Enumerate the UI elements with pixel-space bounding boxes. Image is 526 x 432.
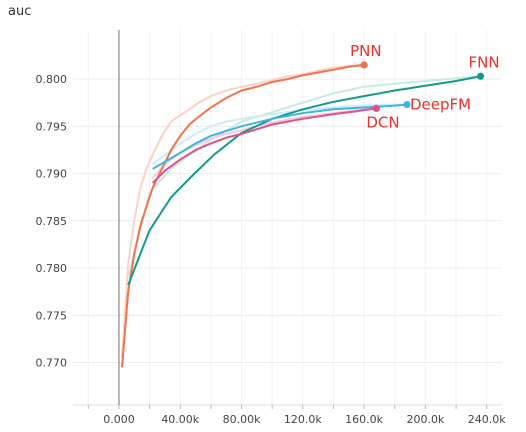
y-tick-label: 0.790 [36, 168, 68, 181]
series-line-deepfm [152, 103, 408, 170]
x-tick-label: 80.00k [223, 413, 261, 426]
series-label-fnn: FNN [469, 53, 500, 71]
series-line-dcn [151, 107, 377, 184]
y-axis-title: auc [8, 4, 32, 19]
x-tick-label: 160.0k [345, 413, 383, 426]
x-tick-label: 200.0k [406, 413, 444, 426]
y-tick-label: 0.780 [36, 262, 68, 275]
series-end-marker-dcn [372, 104, 380, 113]
y-tick-label: 0.785 [36, 215, 68, 228]
y-tick-label: 0.770 [36, 356, 68, 369]
series-label-deepfm: DeepFM [410, 96, 471, 114]
series-raw-line-deepfm [152, 103, 407, 165]
series-raw-line-fnn [127, 75, 481, 278]
x-tick-label: 240.0k [468, 413, 506, 426]
series-end-marker-fnn [476, 72, 485, 80]
series-raw-line-dcn [151, 107, 377, 179]
series-line-pnn [121, 63, 365, 368]
series-end-marker-pnn [360, 61, 368, 69]
x-tick-label: 120.0k [284, 413, 322, 426]
x-tick-label: 0.000 [103, 413, 135, 426]
y-tick-label: 0.775 [36, 309, 68, 322]
series-line-fnn [127, 75, 481, 286]
series-label-dcn: DCN [366, 113, 399, 131]
x-tick-label: 40.00k [161, 413, 199, 426]
y-tick-label: 0.795 [36, 120, 68, 133]
series-raw-line-pnn [121, 63, 365, 358]
series-end-marker-deepfm [403, 101, 411, 109]
y-tick-label: 0.800 [36, 73, 68, 86]
series-label-pnn: PNN [350, 42, 382, 60]
